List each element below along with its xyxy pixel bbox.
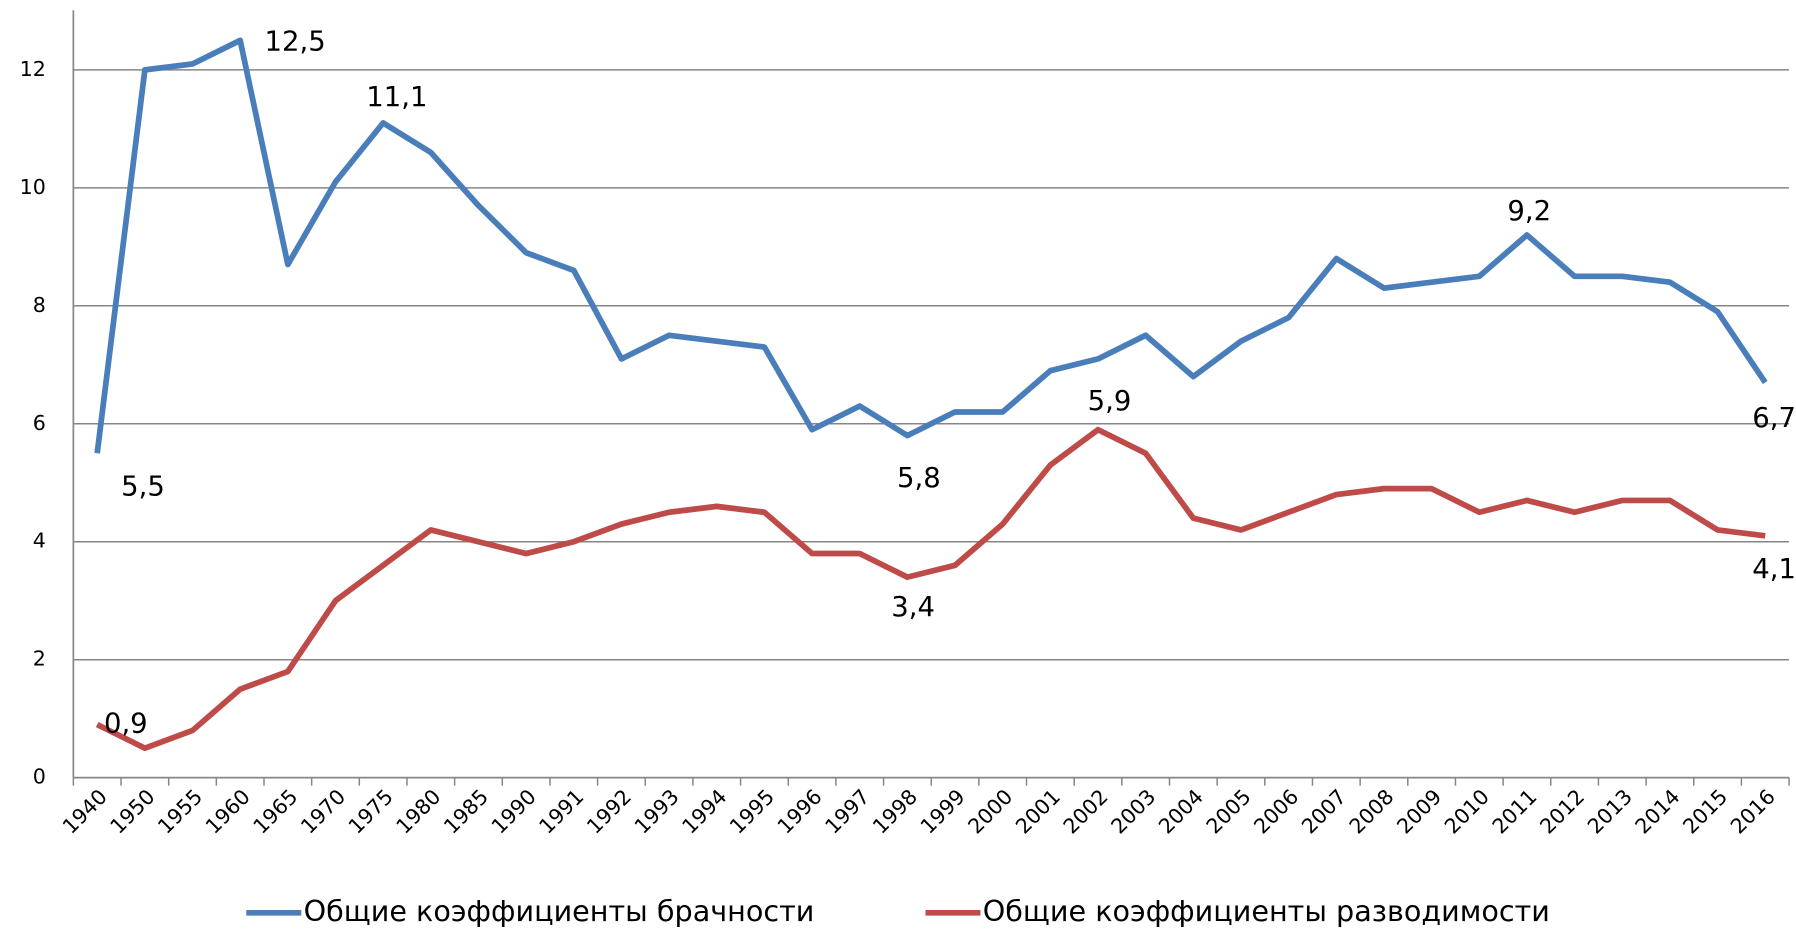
x-tick-label: 1975 xyxy=(344,785,398,839)
x-tick-label: 1996 xyxy=(773,785,827,839)
legend-label: Общие коэффициенты брачности xyxy=(304,894,815,928)
x-tick-label: 1980 xyxy=(391,785,445,839)
data-label: 5,9 xyxy=(1088,385,1132,417)
x-tick-label: 1960 xyxy=(201,785,255,839)
line xyxy=(95,426,1766,752)
x-tick-label: 1950 xyxy=(105,785,159,839)
data-label: 5,8 xyxy=(897,462,941,494)
data-label: 12,5 xyxy=(265,26,326,58)
data-label: 0,9 xyxy=(104,708,148,740)
x-tick-label: 2016 xyxy=(1726,785,1780,839)
x-tick-label: 1970 xyxy=(296,785,350,839)
x-tick-label: 2004 xyxy=(1154,785,1208,839)
x-tick-label: 2000 xyxy=(963,785,1017,839)
data-label: 11,1 xyxy=(366,81,427,113)
x-tick-label: 2011 xyxy=(1488,785,1542,839)
data-label: 5,5 xyxy=(121,471,165,503)
x-tick-label: 2001 xyxy=(1011,785,1065,839)
y-tick-label: 6 xyxy=(33,411,46,435)
x-tick-label: 1940 xyxy=(58,785,112,839)
x-tick-label: 2012 xyxy=(1535,785,1589,839)
x-tick-label: 1995 xyxy=(725,785,779,839)
x-tick-label: 1999 xyxy=(916,785,970,839)
data-label: 4,1 xyxy=(1752,553,1796,585)
x-tick-label: 1998 xyxy=(868,785,922,839)
y-tick-label: 12 xyxy=(20,57,46,81)
x-tick-label: 1997 xyxy=(820,785,874,839)
x-tick-label: 2002 xyxy=(1059,785,1113,839)
x-tick-label: 1955 xyxy=(153,785,207,839)
x-tick-label: 1993 xyxy=(630,785,684,839)
y-tick-label: 2 xyxy=(33,647,46,671)
legend-label: Общие коэффициенты разводимости xyxy=(983,894,1550,928)
x-tick-label: 1994 xyxy=(677,785,731,839)
x-tick-label: 2003 xyxy=(1106,785,1160,839)
y-tick-label: 0 xyxy=(33,765,46,789)
x-tick-label: 2009 xyxy=(1392,785,1446,839)
x-tick-label: 2013 xyxy=(1583,785,1637,839)
x-tick-label: 2014 xyxy=(1631,785,1685,839)
x-tick-label: 2008 xyxy=(1345,785,1399,839)
x-tick-label: 1985 xyxy=(439,785,493,839)
x-tick-label: 2006 xyxy=(1249,785,1303,839)
data-label: 9,2 xyxy=(1507,195,1551,227)
y-tick-label: 8 xyxy=(33,293,46,317)
x-tick-label: 2007 xyxy=(1297,785,1351,839)
data-label: 6,7 xyxy=(1752,402,1796,434)
x-tick-label: 1965 xyxy=(248,785,302,839)
x-tick-label: 1992 xyxy=(582,785,636,839)
x-tick-label: 2010 xyxy=(1440,785,1494,839)
line xyxy=(94,37,1768,454)
y-tick-label: 10 xyxy=(20,175,46,199)
y-tick-label: 4 xyxy=(33,529,46,553)
data-label: 3,4 xyxy=(891,591,935,623)
x-tick-label: 2015 xyxy=(1678,785,1732,839)
x-tick-label: 1990 xyxy=(487,785,541,839)
x-tick-label: 1991 xyxy=(534,785,588,839)
x-tick-label: 2005 xyxy=(1202,785,1256,839)
